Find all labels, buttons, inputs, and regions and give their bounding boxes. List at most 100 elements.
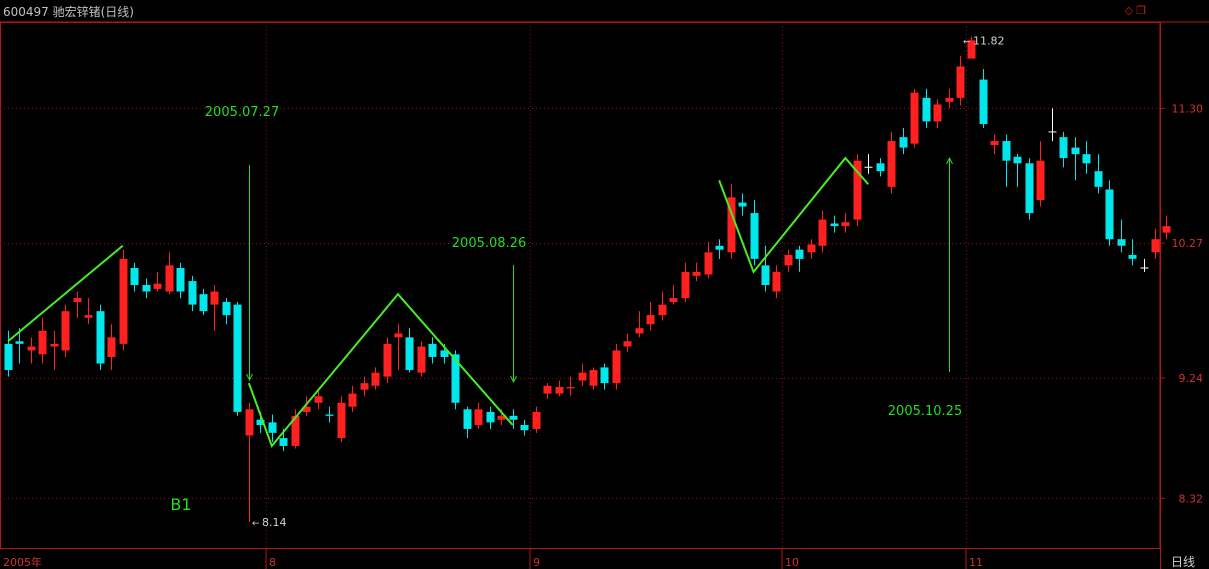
price-tick-label: 9.24 — [1179, 372, 1204, 385]
candle-body — [922, 97, 931, 122]
candle — [486, 406, 495, 429]
candle — [210, 285, 219, 331]
candle — [566, 376, 575, 397]
time-tick-label: 2005年 — [3, 555, 42, 569]
candle — [990, 134, 999, 155]
candle-body — [1059, 137, 1068, 159]
candle-body — [4, 343, 13, 371]
candle-body — [463, 409, 472, 429]
candle — [188, 275, 197, 312]
candle-body — [96, 311, 105, 364]
candle — [428, 337, 437, 364]
candle-body — [222, 302, 231, 316]
candle-body — [314, 396, 323, 403]
candle-body — [967, 40, 976, 59]
candle — [1162, 215, 1171, 240]
candle — [360, 376, 369, 397]
candle — [371, 367, 380, 390]
candle-body — [910, 92, 919, 144]
candle-body — [451, 354, 460, 403]
candle — [1036, 141, 1045, 207]
candle — [635, 311, 644, 338]
candle-body — [532, 411, 541, 429]
candle — [876, 158, 885, 177]
candle — [1071, 137, 1080, 181]
candle — [646, 302, 655, 331]
candle-body — [841, 222, 850, 227]
candle-body — [291, 415, 300, 446]
candle-body — [830, 223, 839, 227]
candle — [61, 304, 70, 357]
time-axis: 2005年 8 9 10 11 日线 — [0, 548, 1195, 569]
candle-body — [142, 285, 151, 292]
candle-body — [772, 271, 781, 292]
candle — [979, 69, 988, 128]
restore-icon[interactable]: ❐ — [1136, 4, 1149, 17]
candle — [612, 343, 621, 390]
candle — [233, 302, 242, 416]
candle-body — [84, 315, 93, 318]
candle — [199, 288, 208, 316]
price-tick-label: 11.30 — [1172, 102, 1204, 115]
time-tick-label: 10 — [785, 556, 799, 569]
candle — [933, 99, 942, 128]
candle — [910, 88, 919, 148]
candle — [165, 252, 174, 295]
candle — [853, 154, 862, 227]
candle-body — [600, 367, 609, 384]
annotation-label: B1 — [170, 495, 191, 514]
window-controls[interactable]: ◇❐ — [1125, 4, 1149, 17]
candle-body — [669, 298, 678, 303]
candle — [302, 396, 311, 416]
candle-body — [578, 372, 587, 381]
candle-body — [50, 343, 59, 347]
candle-body — [509, 415, 518, 420]
candle-body — [73, 298, 82, 303]
candle — [704, 241, 713, 279]
candle-body — [1025, 163, 1034, 214]
candle-body — [256, 419, 265, 426]
candle-body — [612, 350, 621, 384]
candle-body — [715, 245, 724, 250]
candle-body — [818, 219, 827, 246]
candle-body — [371, 372, 380, 386]
candle — [1082, 141, 1091, 174]
candle — [142, 278, 151, 299]
candle-body — [795, 249, 804, 259]
candle-body — [1128, 254, 1137, 259]
time-tick-label: 9 — [533, 556, 540, 569]
trend-lines — [7, 156, 870, 448]
candle — [463, 406, 472, 439]
candle-body — [440, 350, 449, 357]
candle — [325, 406, 334, 423]
candle-body — [589, 370, 598, 386]
candle-body — [245, 409, 254, 436]
candle — [15, 328, 24, 364]
candle-body — [635, 328, 644, 334]
candle — [1128, 239, 1137, 266]
diamond-icon[interactable]: ◇ — [1124, 4, 1137, 17]
candle — [1048, 108, 1057, 142]
candle-body — [268, 422, 277, 433]
annotation-arrows — [246, 156, 953, 384]
candle-body — [990, 141, 999, 145]
time-tick-label: 8 — [269, 556, 276, 569]
candle — [73, 291, 82, 318]
candle-body — [15, 341, 24, 344]
price-marker-arrow-icon: ← — [252, 519, 260, 529]
candle-body — [383, 343, 392, 377]
candle — [922, 88, 931, 128]
candle — [222, 298, 231, 325]
candle — [176, 262, 185, 299]
candle — [383, 337, 392, 384]
price-tick-label: 8.32 — [1179, 492, 1204, 505]
price-tick-label: 10.27 — [1172, 237, 1204, 250]
candle — [1002, 134, 1011, 187]
candle — [153, 271, 162, 292]
price-marker-arrow-icon: ← — [963, 37, 971, 47]
candle — [394, 324, 403, 371]
candle — [348, 385, 357, 412]
candle-body — [887, 141, 896, 187]
candle — [727, 184, 736, 259]
